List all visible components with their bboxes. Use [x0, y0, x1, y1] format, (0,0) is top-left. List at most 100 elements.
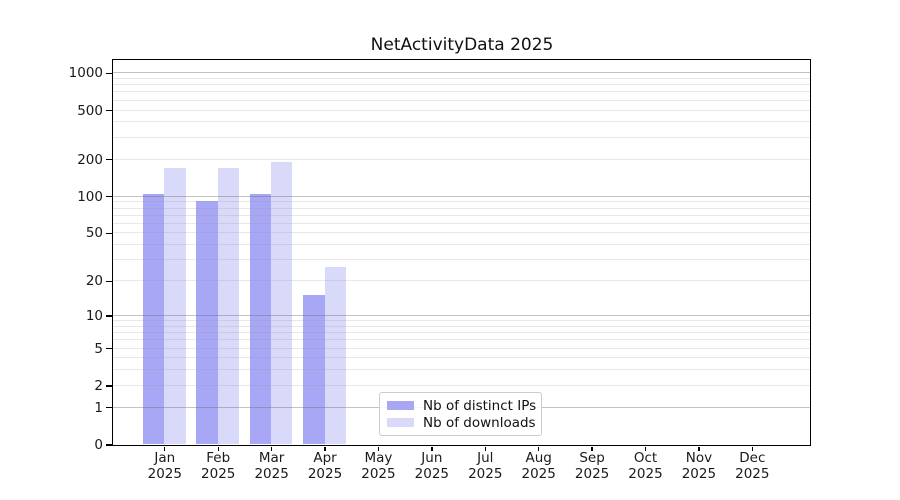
- legend: Nb of distinct IPs Nb of downloads: [379, 392, 542, 436]
- y-tick-mark: [105, 385, 112, 387]
- minor-gridline: [112, 325, 810, 327]
- bar-distinct-ips: [142, 194, 165, 445]
- legend-swatch-downloads-icon: [387, 417, 414, 428]
- legend-label-distinct-ips: Nb of distinct IPs: [423, 397, 537, 414]
- legend-item-downloads: Nb of downloads: [387, 414, 536, 431]
- x-tick-label: Oct 2025: [602, 450, 688, 482]
- y-tick-label: 10: [85, 307, 103, 324]
- x-tick-label: May 2025: [335, 450, 421, 482]
- chart-title: NetActivityData 2025: [370, 35, 554, 55]
- x-tick-month: Aug: [525, 450, 552, 466]
- y-tick-mark: [105, 444, 112, 446]
- x-tick-label: Aug 2025: [496, 450, 582, 482]
- bar-distinct-ips: [249, 194, 272, 445]
- x-tick-label: Mar 2025: [229, 450, 315, 482]
- legend-label-downloads: Nb of downloads: [423, 414, 536, 431]
- x-tick-year: 2025: [307, 465, 343, 482]
- y-tick-label: 1000: [68, 65, 103, 82]
- x-tick-month: May: [364, 450, 393, 466]
- minor-gridline: [112, 109, 810, 111]
- major-gridline: [112, 72, 810, 74]
- x-tick-mark: [538, 446, 540, 451]
- x-tick-label: Apr 2025: [282, 450, 368, 482]
- y-tick-mark: [105, 232, 112, 235]
- minor-gridline: [112, 121, 810, 123]
- x-tick-label: Dec 2025: [709, 450, 795, 482]
- minor-gridline: [112, 357, 810, 359]
- y-tick-mark: [105, 280, 112, 282]
- y-tick-mark: [105, 72, 112, 74]
- x-tick-mark: [164, 446, 166, 451]
- x-tick-month: Dec: [739, 450, 766, 466]
- minor-gridline: [112, 369, 810, 371]
- y-tick-label: 20: [85, 273, 103, 290]
- y-tick-label: 5: [94, 340, 103, 357]
- x-tick-month: Nov: [685, 450, 713, 466]
- x-tick-year: 2025: [574, 465, 610, 482]
- x-tick-label: Jan 2025: [122, 450, 208, 482]
- bar-downloads: [164, 167, 186, 445]
- x-tick-month: Mar: [258, 450, 285, 466]
- x-tick-mark: [698, 446, 700, 451]
- minor-gridline: [112, 84, 810, 86]
- x-tick-label: Jun 2025: [389, 450, 475, 482]
- legend-swatch-distinct-ips-icon: [387, 400, 414, 411]
- major-gridline: [112, 195, 810, 197]
- x-tick-month: Oct: [633, 450, 658, 466]
- y-tick-mark: [105, 109, 112, 112]
- x-tick-mark: [431, 446, 433, 451]
- y-tick-mark: [105, 347, 112, 350]
- bars-layer: [113, 60, 810, 445]
- major-gridline: [112, 314, 810, 316]
- minor-gridline: [112, 320, 810, 322]
- minor-gridline: [112, 222, 810, 224]
- minor-gridline: [112, 99, 810, 101]
- x-tick-month: Jan: [154, 450, 176, 466]
- minor-gridline: [112, 214, 810, 216]
- minor-gridline: [112, 384, 810, 386]
- minor-gridline: [112, 232, 810, 234]
- bar-downloads: [271, 161, 293, 445]
- y-tick-mark: [105, 315, 112, 317]
- y-tick-label: 2: [94, 377, 103, 394]
- x-tick-label: Sep 2025: [549, 450, 635, 482]
- minor-gridline: [112, 332, 810, 334]
- x-tick-label: Nov 2025: [656, 450, 742, 482]
- gridlines-layer: [112, 60, 810, 445]
- y-tick-label: 200: [77, 151, 103, 168]
- x-tick-mark: [324, 446, 326, 451]
- x-tick-mark: [270, 446, 273, 451]
- x-tick-month: Jul: [477, 450, 494, 466]
- legend-item-distinct-ips: Nb of distinct IPs: [387, 397, 537, 414]
- x-tick-year: 2025: [521, 465, 556, 482]
- x-tick-label: Feb 2025: [175, 450, 261, 482]
- x-tick-year: 2025: [201, 465, 236, 482]
- bar-downloads: [324, 267, 346, 445]
- x-tick-year: 2025: [628, 465, 663, 482]
- x-tick-label: Jul 2025: [442, 450, 528, 482]
- bar-distinct-ips: [303, 295, 325, 445]
- y-tick-mark: [105, 407, 112, 409]
- minor-gridline: [112, 207, 810, 209]
- x-tick-year: 2025: [361, 465, 396, 482]
- x-tick-mark: [644, 446, 647, 451]
- y-tick-mark: [105, 196, 112, 198]
- x-tick-mark: [217, 446, 219, 451]
- minor-gridline: [112, 347, 810, 349]
- minor-gridline: [112, 158, 810, 160]
- x-tick-year: 2025: [254, 465, 289, 482]
- minor-gridline: [112, 136, 810, 138]
- bar-downloads: [217, 167, 240, 445]
- x-tick-year: 2025: [414, 465, 450, 482]
- x-tick-month: Apr: [313, 450, 337, 466]
- minor-gridline: [112, 259, 810, 261]
- y-tick-label: 100: [77, 188, 103, 205]
- minor-gridline: [112, 244, 810, 246]
- y-tick-label: 500: [77, 102, 103, 119]
- x-tick-mark: [591, 446, 593, 451]
- x-tick-mark: [484, 446, 486, 451]
- x-tick-month: Feb: [206, 450, 231, 466]
- minor-gridline: [112, 339, 810, 341]
- x-tick-year: 2025: [147, 465, 182, 482]
